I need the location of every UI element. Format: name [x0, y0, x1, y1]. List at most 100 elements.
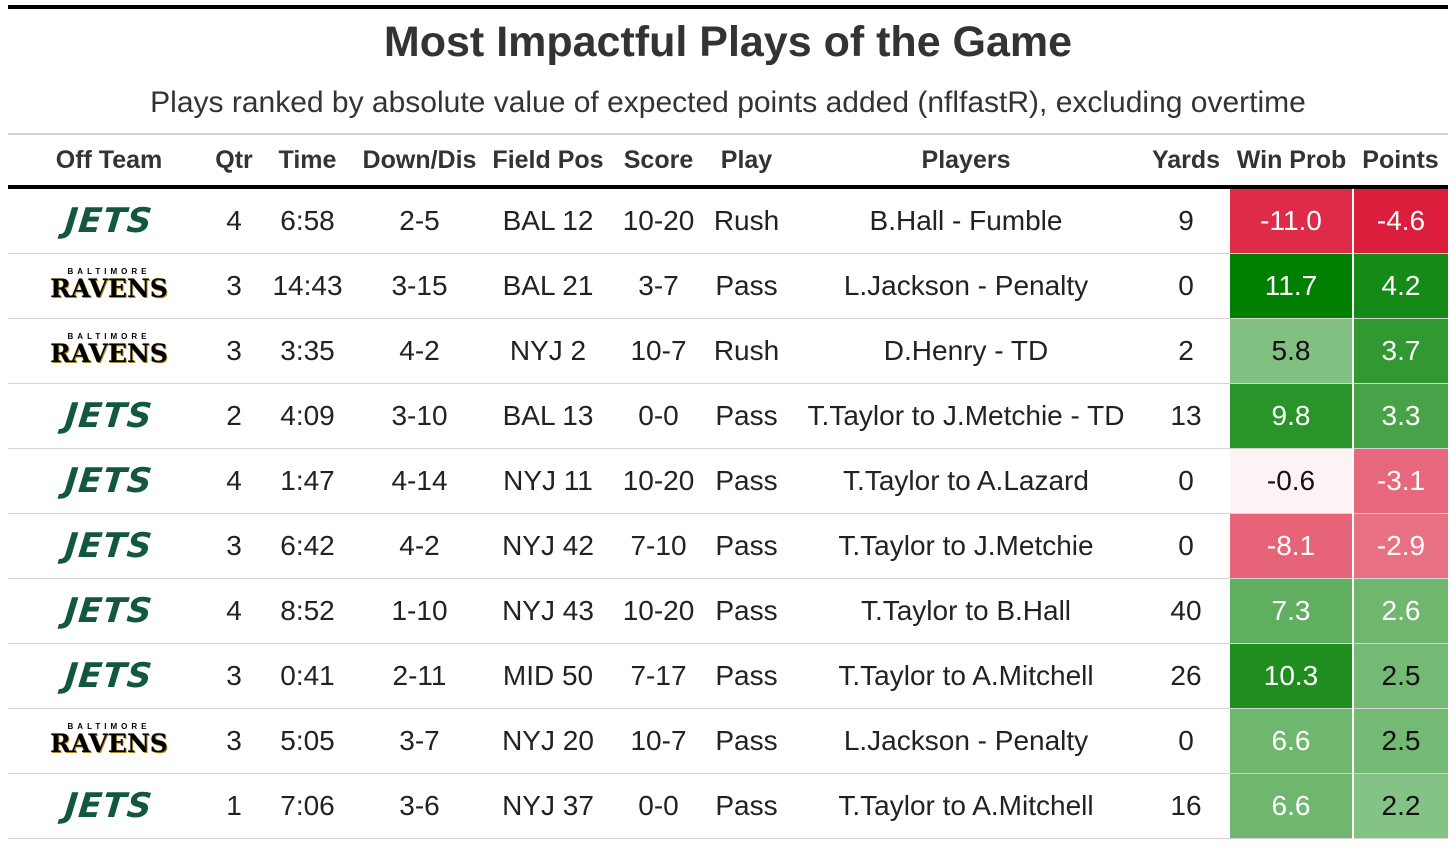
- column-header: Qtr: [210, 134, 258, 189]
- cell: Rush: [703, 187, 790, 254]
- cell: 8:52: [258, 578, 357, 644]
- play-row: JETS 3 6:42 4-2 NYJ 42 7-10 Pass T.Taylor to J.…: [8, 513, 1448, 579]
- cell: 4: [210, 448, 258, 514]
- cell: Pass: [703, 513, 790, 579]
- cell: NYJ 43: [482, 578, 614, 644]
- cell: 2-5: [357, 187, 482, 254]
- play-row: BALTIMORE RAVENS 3 5:05 3-7 NYJ 20 10-7 Pass L.J…: [8, 708, 1448, 774]
- column-header: Win Prob: [1230, 134, 1353, 189]
- cell: 9: [1142, 187, 1230, 254]
- cell: Pass: [703, 448, 790, 514]
- team-logo-cell: JETS: [8, 578, 210, 644]
- subtitle: Plays ranked by absolute value of expect…: [150, 86, 1306, 119]
- play-row: JETS 4 8:52 1-10 NYJ 43 10-20 Pass T.Taylor to …: [8, 578, 1448, 644]
- cell: 6:58: [258, 187, 357, 254]
- cell: 4:09: [258, 383, 357, 449]
- cell: BAL 13: [482, 383, 614, 449]
- cell: 1:47: [258, 448, 357, 514]
- logo-subtext: BALTIMORE: [67, 722, 151, 731]
- cell: 3-15: [357, 253, 482, 319]
- ravens-logo: BALTIMORE RAVENS: [50, 267, 168, 302]
- cell: 7-10: [614, 513, 703, 579]
- column-header: Points: [1353, 134, 1448, 189]
- cell: Pass: [703, 578, 790, 644]
- play-row: JETS 3 0:41 2-11 MID 50 7-17 Pass T.Taylor to A…: [8, 643, 1448, 709]
- shaded-cell: 9.8: [1230, 383, 1354, 449]
- shaded-cell: -0.6: [1230, 448, 1354, 514]
- cell: 0: [1142, 513, 1230, 579]
- cell: 2: [210, 383, 258, 449]
- cell: 10-20: [614, 187, 703, 254]
- cell: T.Taylor to J.Metchie: [790, 513, 1142, 579]
- logo-text: JETS: [63, 461, 155, 501]
- cell: 3: [210, 708, 258, 774]
- cell: 4: [210, 187, 258, 254]
- cell: BAL 21: [482, 253, 614, 319]
- top-rule: [8, 5, 1448, 9]
- logo-text: JETS: [63, 656, 155, 696]
- shaded-cell: 2.5: [1353, 643, 1448, 709]
- play-row: JETS 1 7:06 3-6 NYJ 37 0-0 Pass T.Taylor to A.M…: [8, 773, 1448, 839]
- shaded-cell: 2.2: [1353, 773, 1448, 839]
- shaded-cell: -2.9: [1353, 513, 1448, 579]
- cell: T.Taylor to A.Mitchell: [790, 643, 1142, 709]
- team-logo-cell: JETS: [8, 513, 210, 579]
- cell: 10-7: [614, 318, 703, 384]
- column-header: Field Pos: [482, 134, 614, 189]
- table-body: JETS 4 6:58 2-5 BAL 12 10-20 Rush B.Hall - Fumb…: [8, 187, 1448, 839]
- shaded-cell: 2.5: [1353, 708, 1448, 774]
- play-row: JETS 4 1:47 4-14 NYJ 11 10-20 Pass T.Taylor to …: [8, 448, 1448, 514]
- logo-text: RAVENS: [50, 729, 168, 758]
- shaded-cell: 2.6: [1353, 578, 1448, 644]
- shaded-cell: 4.2: [1353, 253, 1448, 319]
- cell: B.Hall - Fumble: [790, 187, 1142, 254]
- cell: 10-20: [614, 448, 703, 514]
- cell: MID 50: [482, 643, 614, 709]
- cell: 1: [210, 773, 258, 839]
- cell: NYJ 42: [482, 513, 614, 579]
- team-logo-cell: BALTIMORE RAVENS: [8, 708, 210, 774]
- cell: 4: [210, 578, 258, 644]
- cell: 10-20: [614, 578, 703, 644]
- team-logo-cell: JETS: [8, 643, 210, 709]
- shaded-cell: 11.7: [1230, 253, 1354, 319]
- column-header: Play: [703, 134, 790, 189]
- cell: 3-6: [357, 773, 482, 839]
- cell: 0:41: [258, 643, 357, 709]
- shaded-cell: -3.1: [1353, 448, 1448, 514]
- cell: 3: [210, 513, 258, 579]
- cell: Pass: [703, 773, 790, 839]
- shaded-cell: 6.6: [1230, 773, 1354, 839]
- cell: 13: [1142, 383, 1230, 449]
- shaded-cell: -4.6: [1353, 187, 1448, 254]
- shaded-cell: 6.6: [1230, 708, 1354, 774]
- logo-subtext: BALTIMORE: [67, 267, 151, 276]
- logo-text: RAVENS: [50, 339, 168, 368]
- cell: NYJ 20: [482, 708, 614, 774]
- cell: 7-17: [614, 643, 703, 709]
- cell: T.Taylor to A.Lazard: [790, 448, 1142, 514]
- cell: 10-7: [614, 708, 703, 774]
- column-header: Score: [614, 134, 703, 189]
- cell: Pass: [703, 253, 790, 319]
- team-logo-cell: JETS: [8, 383, 210, 449]
- team-logo-cell: JETS: [8, 448, 210, 514]
- cell: T.Taylor to J.Metchie - TD: [790, 383, 1142, 449]
- cell: 0: [1142, 708, 1230, 774]
- ravens-logo: BALTIMORE RAVENS: [50, 333, 168, 368]
- cell: 3: [210, 643, 258, 709]
- shaded-cell: 7.3: [1230, 578, 1354, 644]
- cell: D.Henry - TD: [790, 318, 1142, 384]
- logo-text: JETS: [63, 786, 155, 826]
- logo-text: JETS: [63, 396, 155, 436]
- cell: 3: [210, 253, 258, 319]
- play-row: BALTIMORE RAVENS 3 3:35 4-2 NYJ 2 10-7 Rush D.He…: [8, 318, 1448, 384]
- cell: 3-10: [357, 383, 482, 449]
- cell: NYJ 11: [482, 448, 614, 514]
- cell: 3-7: [614, 253, 703, 319]
- cell: L.Jackson - Penalty: [790, 708, 1142, 774]
- cell: Pass: [703, 708, 790, 774]
- logo-text: JETS: [63, 201, 155, 241]
- cell: 6:42: [258, 513, 357, 579]
